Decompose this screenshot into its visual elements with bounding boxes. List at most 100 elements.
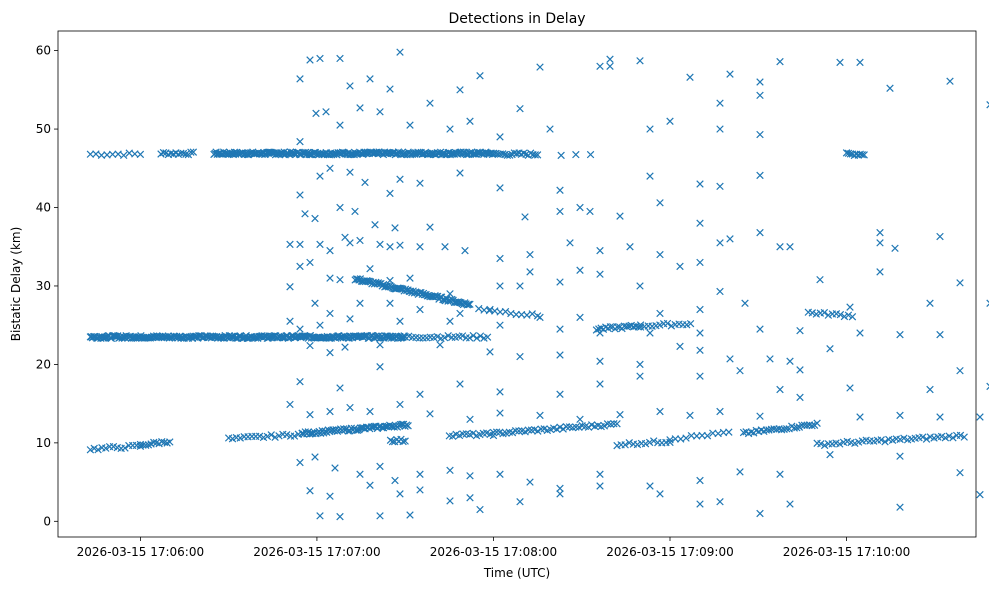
data-point [528,310,536,318]
data-point [786,357,794,365]
data-point [158,437,166,446]
data-point [786,500,794,508]
data-point [336,203,344,212]
data-point [406,121,414,129]
data-point [826,450,834,459]
data-point [473,334,481,342]
x-tick-label: 2026-03-15 17:06:00 [77,545,204,559]
data-point [496,321,504,329]
data-point [459,430,467,438]
data-point [876,228,884,237]
data-point [466,494,474,502]
data-point [726,355,734,363]
data-point [396,420,405,429]
data-point [646,125,654,133]
data-point [466,472,474,480]
data-point [716,287,724,296]
x-axis-label: Time (UTC) [483,566,550,580]
data-point [311,453,319,461]
data-point [556,390,564,398]
data-point [86,446,95,454]
data-point [416,486,424,494]
data-point [322,108,330,116]
data-point [306,430,314,438]
data-point [376,240,384,249]
data-point [945,432,953,440]
data-point [686,411,694,420]
data-point [366,75,374,83]
data-point [114,150,122,158]
data-point [436,341,444,349]
data-point [159,148,168,157]
data-point [475,304,483,313]
data-point [556,484,564,493]
data-point [396,48,404,56]
data-point [476,71,484,80]
data-point [306,410,314,419]
data-point [466,117,474,125]
data-point [296,240,304,249]
data-point [756,171,764,180]
data-point [613,420,621,428]
data-point [499,150,507,158]
data-point [401,437,409,445]
data-point [316,172,324,180]
data-point [846,150,855,158]
data-point [446,466,454,475]
data-point [286,317,294,325]
data-point [496,282,504,290]
data-point [616,212,624,220]
data-point [536,313,544,322]
data-point [666,117,674,125]
data-point [316,240,324,249]
data-point [446,497,454,505]
data-point [776,243,784,251]
data-point [886,84,894,92]
data-point [150,438,158,447]
data-point [756,412,764,420]
data-point [856,329,864,337]
data-point [860,151,868,159]
data-point [877,436,885,444]
data-point [726,70,734,78]
data-point [516,104,524,113]
data-point [187,148,195,156]
chart-title: Detections in Delay [448,11,585,27]
data-point [586,207,594,216]
data-point [636,57,644,65]
data-point [782,425,791,433]
data-point [537,425,545,433]
data-point [386,243,394,251]
data-point [586,150,595,159]
data-point [296,191,304,199]
data-point [351,207,359,216]
data-point [572,150,580,159]
y-tick-label: 60 [36,44,51,58]
data-point [956,279,964,287]
data-point [352,426,360,434]
data-point [896,411,904,420]
data-point [376,512,384,520]
data-point [556,207,564,216]
data-point [606,55,614,63]
data-point [441,243,449,251]
data-point [596,482,604,490]
data-point [416,390,424,398]
data-point [817,440,825,448]
y-axis-ticks: 0 10 20 30 40 50 60 [36,44,58,528]
data-point [446,125,454,133]
data-point [312,109,320,118]
data-point [466,415,474,424]
data-point [316,321,324,329]
data-point [92,150,100,158]
data-point [486,305,494,314]
data-point [469,331,477,340]
x-tick-label: 2026-03-15 17:10:00 [783,545,910,559]
x-tick-label: 2026-03-15 17:07:00 [253,545,380,559]
data-point [306,258,314,267]
data-point [526,268,534,276]
data-point [336,384,344,392]
data-point [576,415,584,424]
data-point [396,490,404,498]
data-point [458,332,467,340]
